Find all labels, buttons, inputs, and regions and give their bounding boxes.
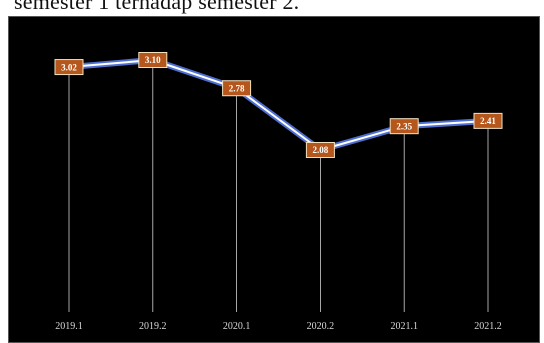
chart-area — [8, 16, 540, 343]
data-label: 2.41 — [473, 112, 503, 129]
data-label: 2.78 — [222, 80, 252, 97]
x-tick-label: 2021.2 — [474, 321, 502, 332]
series-line-group — [66, 57, 491, 153]
data-label: 3.10 — [138, 52, 168, 68]
data-label-text: 3.10 — [145, 55, 161, 65]
data-label-text: 2.35 — [396, 121, 412, 131]
data-label-box — [473, 112, 503, 129]
data-label: 3.02 — [54, 59, 84, 76]
series-line — [68, 59, 489, 151]
data-label: 2.35 — [389, 118, 419, 135]
data-label-text: 3.02 — [61, 62, 77, 72]
data-labels: 3.02 3.10 2.78 2.08 2.35 2.41 — [54, 52, 503, 158]
x-tick-label: 2020.1 — [223, 321, 251, 332]
x-tick-label: 2020.2 — [307, 321, 335, 332]
data-label-text: 2.41 — [480, 116, 496, 126]
data-label-box — [305, 142, 335, 158]
x-tick-label: 2019.2 — [139, 321, 167, 332]
data-label-text: 2.08 — [313, 145, 329, 155]
x-tick-label: 2019.1 — [55, 321, 83, 332]
data-label-box — [222, 80, 252, 97]
series-line-glow — [66, 57, 491, 153]
data-label-text: 2.78 — [229, 83, 245, 93]
caption-text: semester 1 terhadap semester 2. — [14, 0, 300, 14]
x-axis-tick-labels: 2019.1 2019.2 2020.1 2020.2 2021.1 2021.2 — [55, 321, 502, 332]
data-label-box — [138, 52, 168, 68]
data-label-box — [54, 59, 84, 76]
drop-lines — [68, 60, 489, 312]
x-tick-label: 2021.1 — [390, 321, 418, 332]
data-label: 2.08 — [305, 142, 335, 158]
data-label-box — [389, 118, 419, 135]
